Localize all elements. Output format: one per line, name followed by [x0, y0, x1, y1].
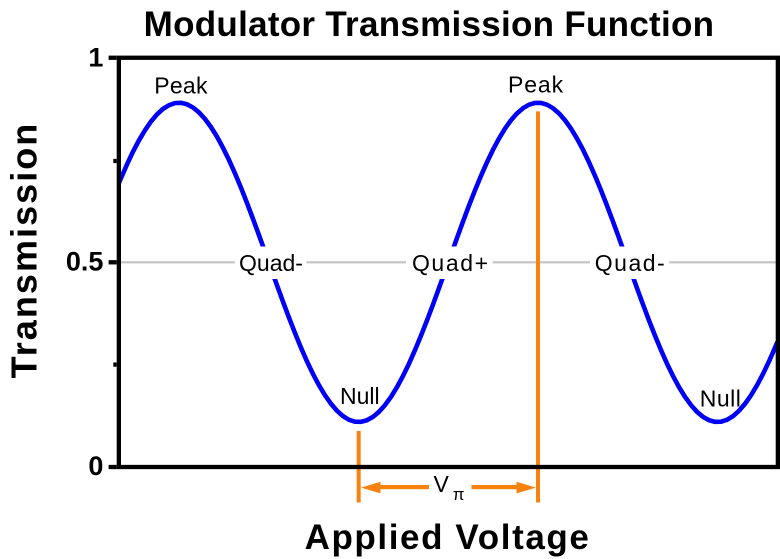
svg-text:Quad-: Quad- — [239, 250, 303, 276]
svg-text:Peak: Peak — [154, 72, 208, 98]
svg-text:0.5: 0.5 — [66, 246, 104, 276]
svg-text:Transmission: Transmission — [4, 122, 45, 379]
svg-text:V: V — [434, 471, 450, 497]
svg-text:0: 0 — [88, 451, 103, 481]
svg-text:Peak: Peak — [508, 72, 564, 98]
svg-text:π: π — [453, 485, 465, 504]
svg-text:Null: Null — [700, 385, 742, 411]
svg-text:Null: Null — [340, 383, 380, 409]
svg-text:Modulator Transmission Functio: Modulator Transmission Function — [144, 5, 715, 44]
svg-text:Quad-: Quad- — [595, 250, 666, 276]
svg-text:1: 1 — [88, 42, 103, 72]
svg-text:Quad+: Quad+ — [412, 250, 490, 276]
svg-text:Applied Voltage: Applied Voltage — [305, 518, 591, 557]
